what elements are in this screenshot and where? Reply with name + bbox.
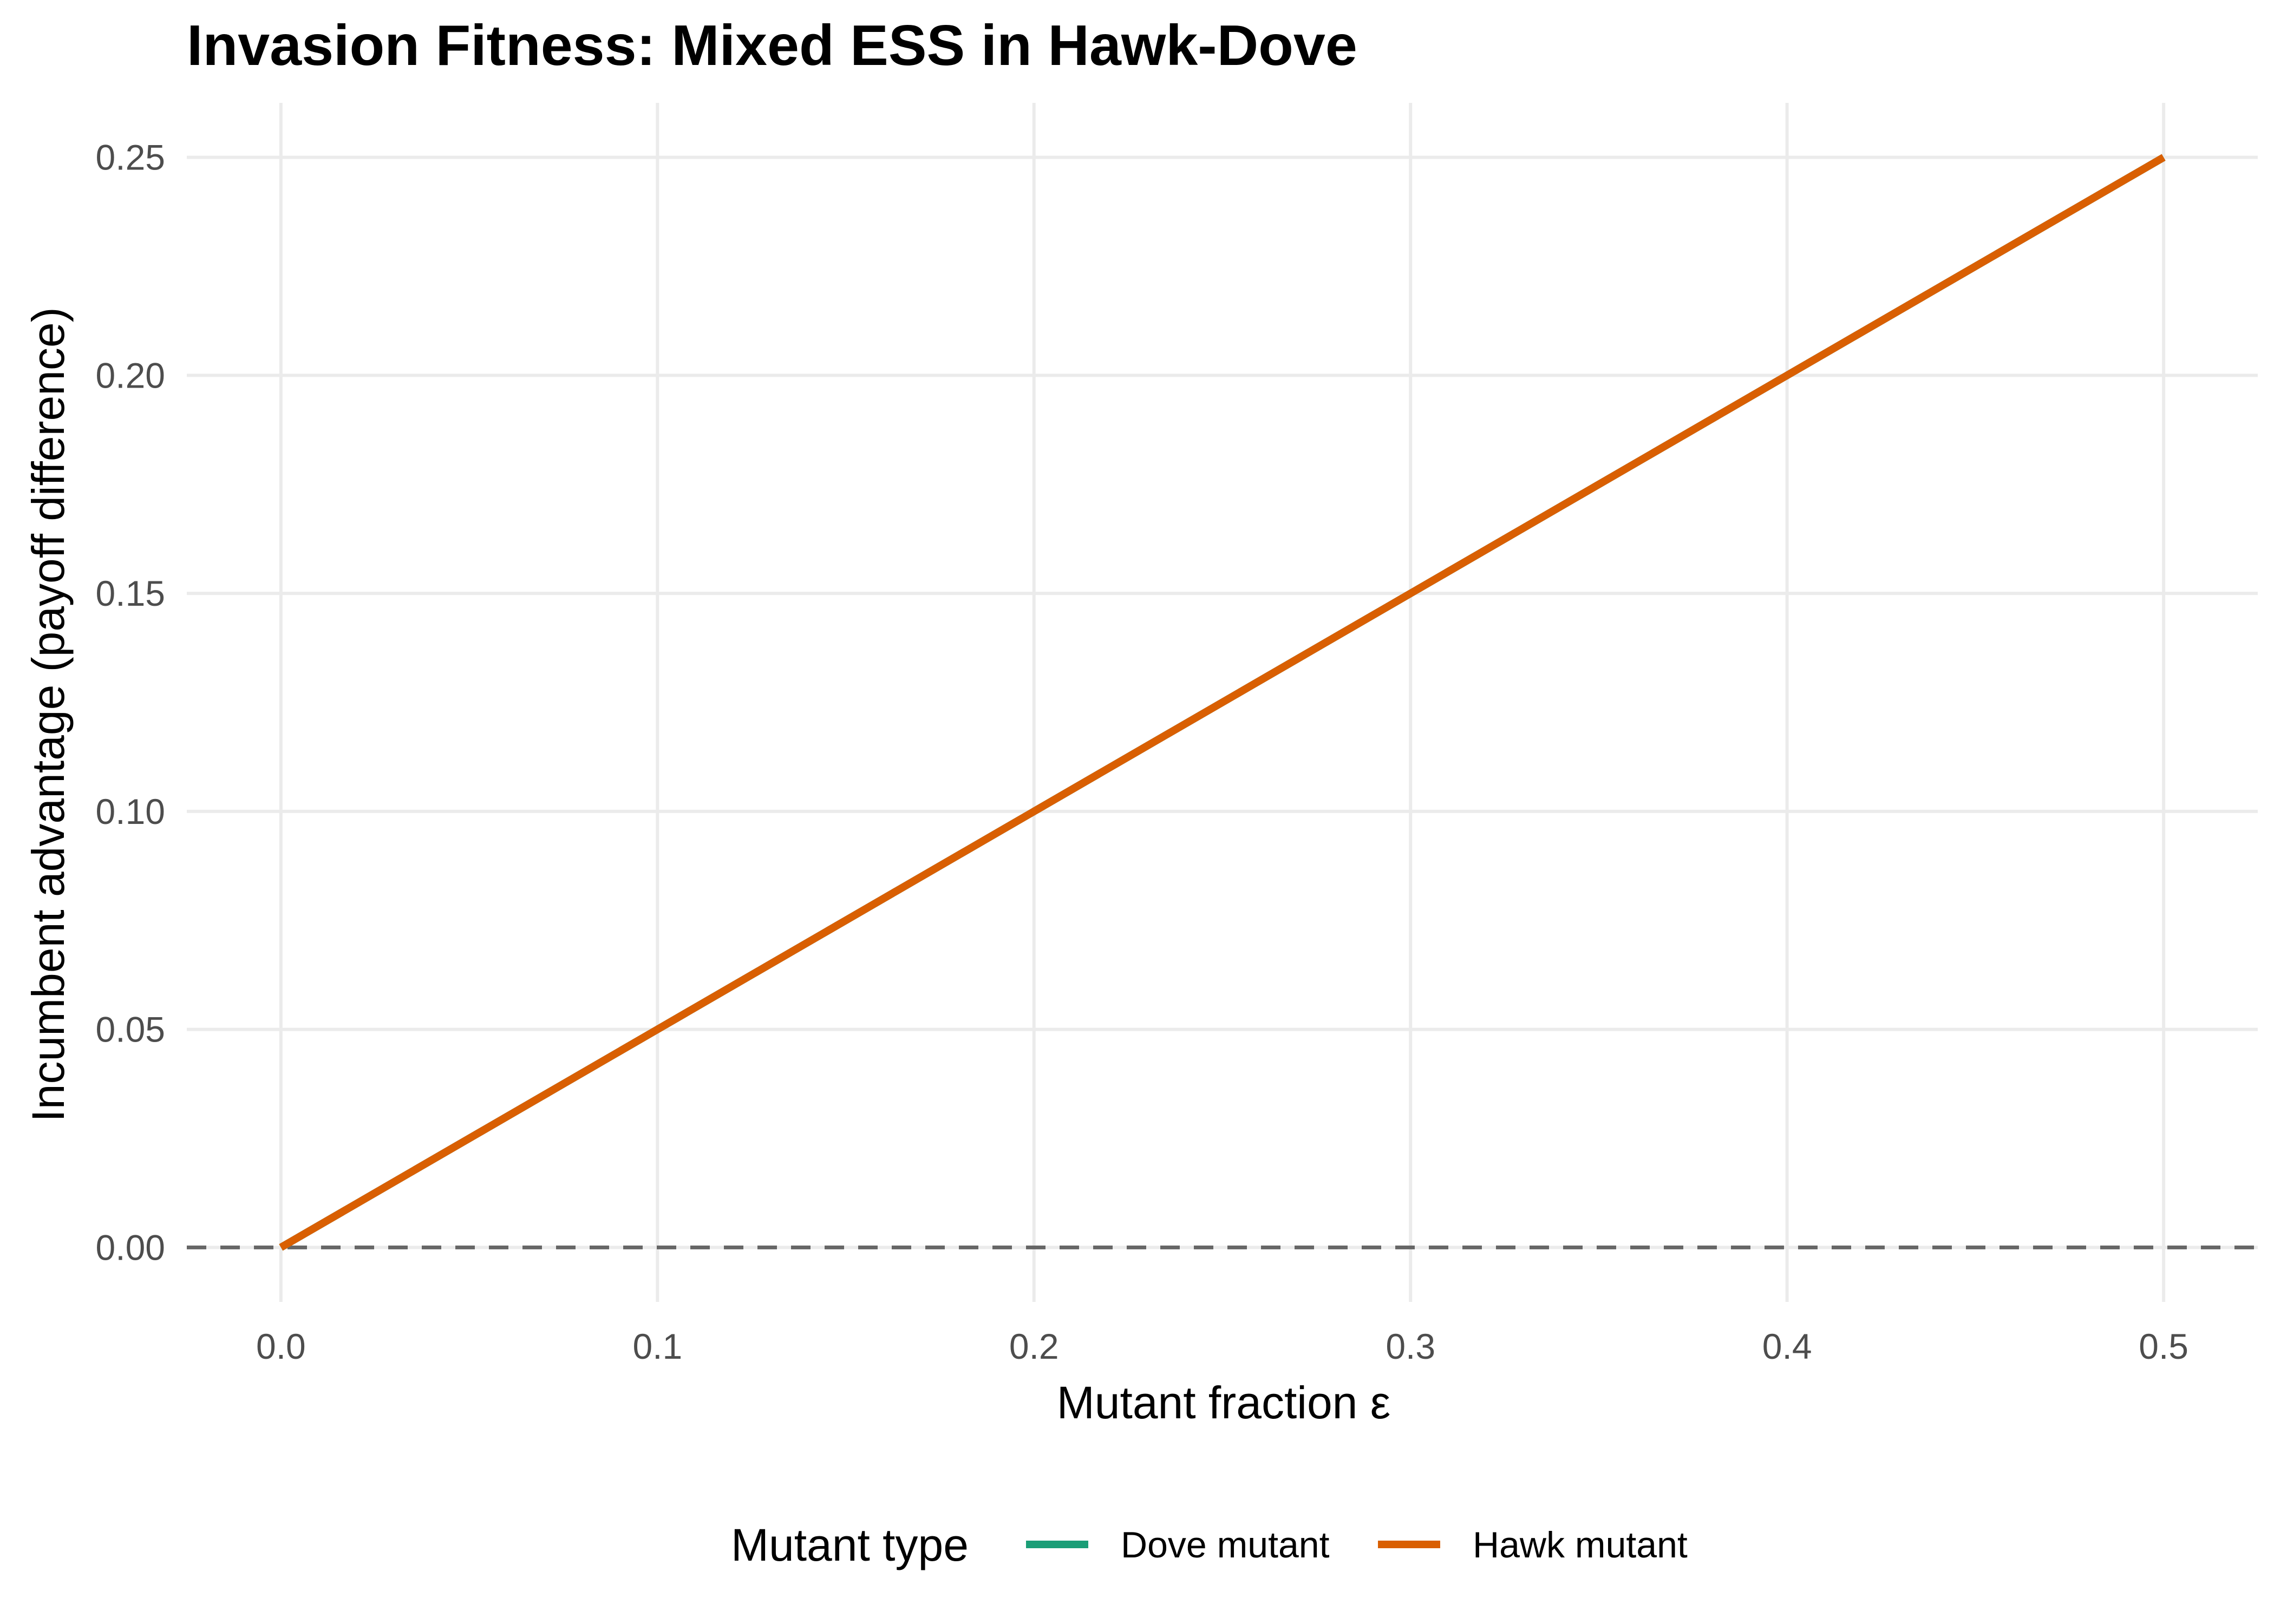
chart-title: Invasion Fitness: Mixed ESS in Hawk-Dove <box>187 14 1357 77</box>
legend-label-hawk-mutant: Hawk mutant <box>1473 1524 1688 1566</box>
y-tick-label: 0.15 <box>96 573 165 613</box>
y-tick-label: 0.00 <box>96 1227 165 1267</box>
legend-label-dove-mutant: Dove mutant <box>1121 1524 1330 1566</box>
x-tick-label: 0.2 <box>1009 1326 1059 1366</box>
x-tick-label: 0.4 <box>1762 1326 1812 1366</box>
y-tick-label: 0.05 <box>96 1010 165 1050</box>
series-group <box>279 154 2166 1251</box>
y-axis-title: Incumbent advantage (payoff difference) <box>23 307 74 1122</box>
legend: Mutant type Dove mutant Hawk mutant <box>731 1520 1688 1570</box>
tick-labels: 0.0 0.1 0.2 0.3 0.4 0.5 0.00 0.05 0.10 0.15 0.20 0.… <box>96 137 2188 1366</box>
x-tick-label: 0.5 <box>2139 1326 2188 1366</box>
y-tick-label: 0.10 <box>96 791 165 831</box>
y-tick-label: 0.25 <box>96 137 165 178</box>
y-tick-label: 0.20 <box>96 355 165 395</box>
x-axis-title: Mutant fraction ε <box>1057 1377 1390 1428</box>
x-tick-label: 0.3 <box>1386 1326 1435 1366</box>
legend-title: Mutant type <box>731 1520 969 1570</box>
x-tick-label: 0.0 <box>256 1326 306 1366</box>
series-line-hawk-mutant <box>279 154 2166 1251</box>
x-tick-label: 0.1 <box>632 1326 682 1366</box>
